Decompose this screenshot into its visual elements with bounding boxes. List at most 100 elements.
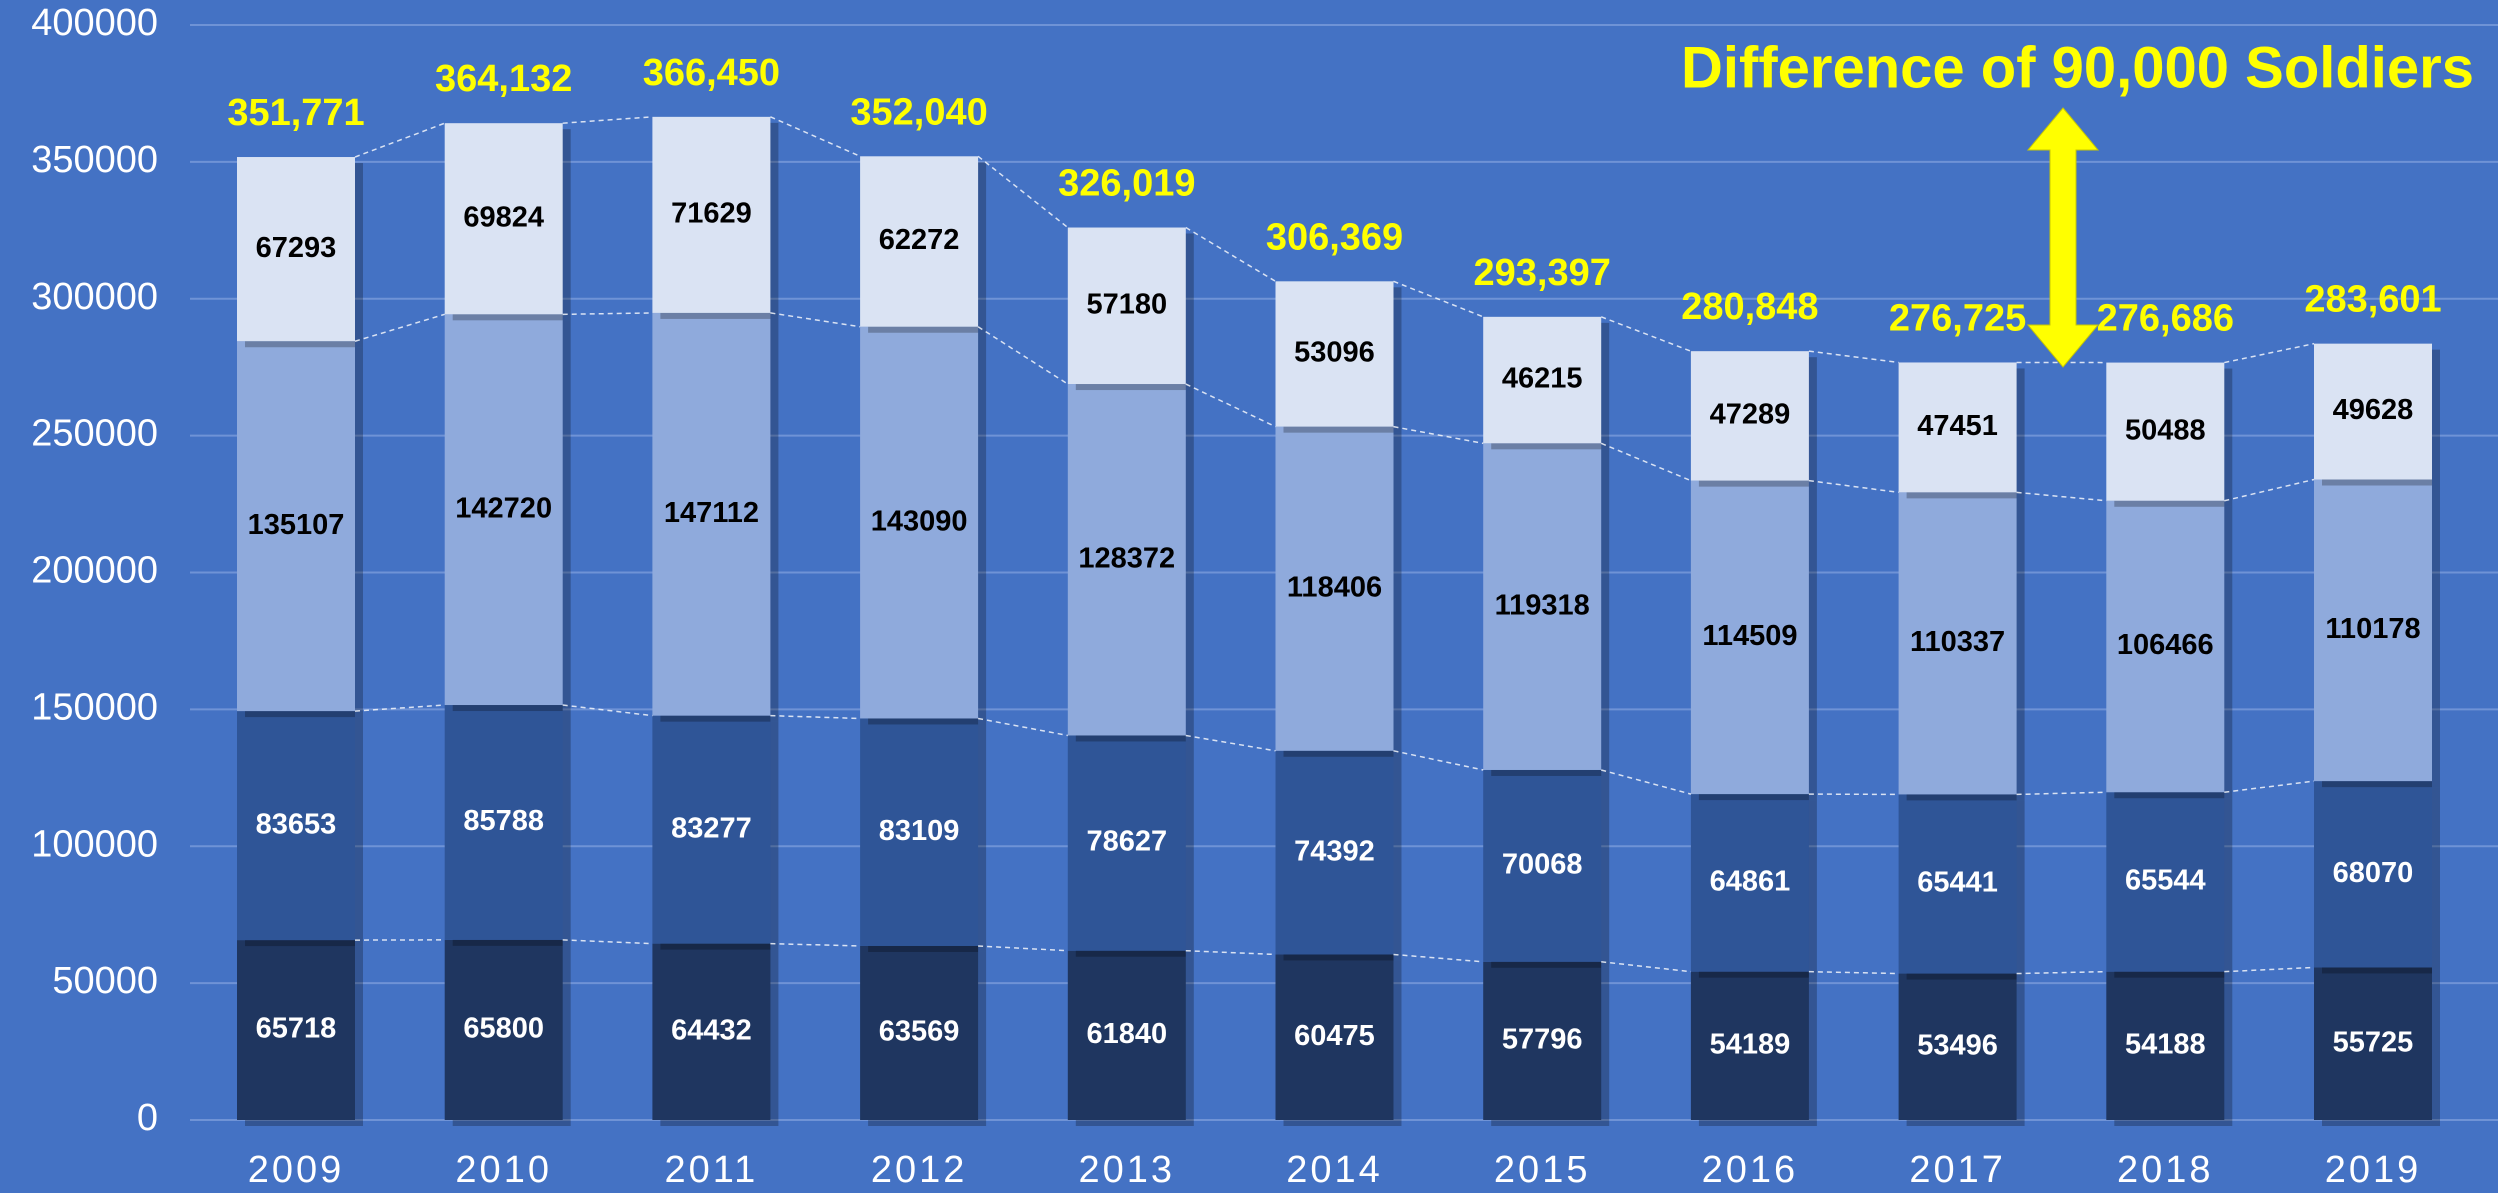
data-label: 64861 [1710, 866, 1791, 898]
data-label: 83653 [256, 808, 337, 840]
x-tick-label: 2018 [2117, 1149, 2214, 1191]
x-tick-label: 2013 [1079, 1149, 1176, 1191]
data-label: 65718 [256, 1013, 337, 1045]
connector-line [1393, 280, 1484, 318]
connector-line [1808, 970, 1899, 975]
bar-segment [1690, 480, 1809, 795]
y-tick-label: 100000 [31, 823, 158, 865]
connector-line [770, 714, 861, 720]
bar-segment [1275, 750, 1394, 955]
data-label: 47289 [1710, 399, 1791, 431]
data-label: 65441 [1917, 867, 1998, 899]
bar-segment [1483, 443, 1602, 770]
connector-line [1808, 479, 1899, 494]
bar-segment [444, 705, 563, 940]
connector-line [1600, 442, 1692, 482]
data-label: 64432 [671, 1014, 752, 1046]
data-label: 63569 [879, 1016, 960, 1048]
connector-line [977, 717, 1068, 737]
total-label: 326,019 [1058, 163, 1195, 205]
connector-line [562, 939, 653, 945]
x-tick-label: 2009 [248, 1149, 345, 1191]
connector-line [770, 312, 861, 328]
bar-segment [1483, 769, 1602, 962]
connector-line [2016, 791, 2107, 796]
bar-segment [237, 157, 355, 342]
bar-segment [237, 940, 355, 1120]
connector-line [1601, 961, 1691, 973]
total-label: 366,450 [643, 52, 780, 94]
connector-line [2016, 491, 2107, 502]
data-label: 47451 [1917, 410, 1998, 442]
bar-segment [444, 939, 563, 1120]
data-label: 106466 [2117, 629, 2214, 661]
bar-segment [1898, 973, 2017, 1120]
bar-segment [1275, 281, 1394, 427]
total-label: 293,397 [1474, 252, 1611, 294]
data-label: 74392 [1294, 835, 1375, 867]
data-label: 53496 [1917, 1029, 1998, 1061]
data-label: 71629 [671, 198, 752, 230]
data-label: 61840 [1086, 1018, 1167, 1050]
bar-segment [860, 326, 979, 719]
bar-segment [652, 312, 771, 716]
x-tick-label: 2016 [1702, 1149, 1799, 1191]
x-tick-label: 2010 [455, 1149, 552, 1191]
total-label: 306,369 [1266, 216, 1403, 258]
connector-line [770, 116, 861, 157]
data-label: 142720 [455, 492, 552, 524]
connector-line [354, 313, 445, 342]
data-label: 118406 [1287, 571, 1382, 603]
data-label: 67293 [256, 232, 337, 264]
bar-segment [1067, 227, 1186, 385]
bar-segment [1067, 384, 1186, 736]
data-label: 69824 [463, 201, 544, 233]
bar-segment [1898, 492, 2017, 795]
bar-segment [2314, 343, 2432, 480]
x-tick-label: 2014 [1286, 1149, 1383, 1191]
bar-segment [1483, 961, 1602, 1120]
connector-line [1185, 734, 1276, 752]
connector-line [977, 155, 1069, 229]
y-tick-label: 250000 [31, 413, 158, 455]
y-tick-label: 0 [137, 1097, 158, 1139]
connector-line [2224, 780, 2315, 793]
annotation: Difference of 90,000 Soldiers [1681, 35, 2474, 100]
total-label: 276,725 [1889, 297, 2026, 339]
data-label: 54188 [2125, 1028, 2206, 1060]
data-label: 54189 [1710, 1028, 1791, 1060]
bar-segment [2314, 967, 2432, 1120]
bar-segment [652, 116, 771, 313]
y-tick-label: 150000 [31, 686, 158, 728]
data-label: 68070 [2333, 857, 2414, 889]
connector-line [2224, 342, 2315, 364]
bar-segment [1275, 426, 1394, 751]
annotation-arrow [2026, 107, 2100, 368]
bar-segment [237, 711, 355, 941]
connector-line [978, 945, 1068, 952]
data-label: 128372 [1078, 542, 1175, 574]
connector-line [770, 942, 861, 947]
bar-segment [1690, 794, 1809, 972]
bar-segment [1898, 362, 2017, 493]
bar-segment [2106, 792, 2225, 972]
x-tick-label: 2017 [1909, 1149, 2006, 1191]
connector-line [1393, 953, 1484, 963]
bar-segment [652, 943, 771, 1120]
bar-segment [1690, 971, 1809, 1120]
total-label: 364,132 [435, 58, 572, 100]
connector-line [562, 704, 653, 717]
bar-segment [2106, 971, 2225, 1120]
connector-line [2016, 970, 2107, 975]
bar-segment [860, 156, 979, 327]
connector-line [1393, 750, 1484, 771]
data-label: 55725 [2333, 1026, 2414, 1058]
data-label: 83277 [671, 812, 752, 844]
data-label: 53096 [1294, 337, 1375, 369]
data-label: 147112 [664, 497, 759, 529]
x-tick-label: 2011 [665, 1149, 759, 1191]
data-label: 57180 [1086, 288, 1167, 320]
